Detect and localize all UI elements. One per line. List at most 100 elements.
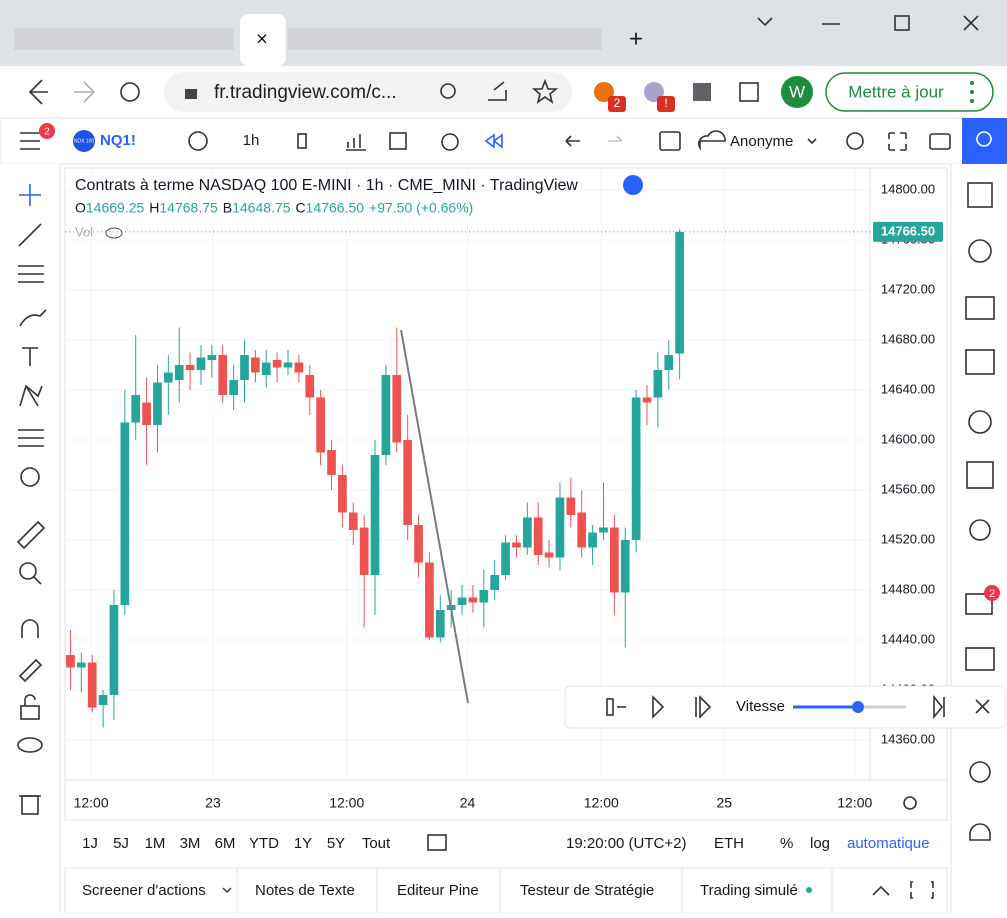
range-button[interactable]: 5J bbox=[113, 835, 129, 852]
candle-body bbox=[631, 397, 641, 540]
redo[interactable] bbox=[608, 135, 623, 142]
range-button[interactable]: YTD bbox=[249, 835, 279, 852]
y-tick-label: 14560.00 bbox=[881, 481, 935, 496]
range-button[interactable]: 1Y bbox=[294, 835, 312, 852]
speed-label: Vitesse bbox=[736, 698, 785, 715]
candle-body bbox=[185, 365, 195, 370]
fullscreen[interactable] bbox=[888, 132, 907, 151]
symbol[interactable]: NQ1! bbox=[100, 132, 136, 149]
maximize[interactable] bbox=[894, 15, 910, 31]
candle-body bbox=[87, 662, 97, 708]
close-window[interactable] bbox=[963, 15, 979, 31]
auto-toggle[interactable]: automatique bbox=[847, 835, 930, 852]
range-button[interactable]: 1J bbox=[82, 835, 98, 852]
range-button[interactable]: 5Y bbox=[327, 835, 345, 852]
kebab[interactable] bbox=[970, 81, 974, 103]
share[interactable] bbox=[488, 81, 507, 101]
active-tab[interactable] bbox=[240, 14, 286, 66]
last-price-label: 14766.50 bbox=[881, 223, 935, 238]
rectangle[interactable] bbox=[659, 131, 681, 151]
panel-tab[interactable]: Notes de Texte bbox=[255, 882, 355, 899]
candle-body bbox=[490, 575, 500, 590]
range-button[interactable]: 3M bbox=[180, 835, 201, 852]
settings[interactable] bbox=[846, 132, 864, 150]
candle-body bbox=[120, 422, 130, 605]
collapse[interactable] bbox=[872, 885, 890, 896]
candle-body bbox=[163, 372, 173, 383]
undo[interactable] bbox=[565, 135, 580, 147]
range-button[interactable]: 6M bbox=[215, 835, 236, 852]
ohlc-key: O bbox=[75, 200, 86, 216]
indicators[interactable] bbox=[346, 134, 366, 151]
ideas-button[interactable] bbox=[962, 118, 1007, 164]
candle-body bbox=[425, 562, 434, 638]
percent-toggle[interactable]: % bbox=[780, 835, 793, 852]
url: fr.tradingview.com/c... bbox=[214, 82, 397, 103]
avatar[interactable] bbox=[781, 76, 813, 108]
alert[interactable] bbox=[441, 133, 459, 151]
candle-body bbox=[479, 590, 489, 603]
panel-tab[interactable]: Testeur de Stratégie bbox=[520, 882, 654, 899]
right-sidebar bbox=[951, 164, 1007, 913]
account[interactable]: Anonyme bbox=[730, 133, 793, 150]
tab-icons[interactable] bbox=[14, 28, 602, 50]
badge-text: 2 bbox=[44, 127, 50, 138]
candle-body bbox=[196, 357, 206, 370]
side-panel[interactable] bbox=[739, 82, 759, 102]
layouts[interactable] bbox=[389, 132, 407, 150]
session[interactable]: ETH bbox=[714, 835, 744, 852]
replay-indicator[interactable] bbox=[623, 175, 643, 195]
log-toggle[interactable]: log bbox=[810, 835, 830, 852]
left-toolbar bbox=[0, 164, 60, 913]
speed-thumb[interactable] bbox=[852, 701, 864, 713]
x-tick-label: 24 bbox=[460, 795, 476, 811]
range-button[interactable]: 1M bbox=[145, 835, 166, 852]
compare[interactable] bbox=[188, 131, 208, 151]
screenshot[interactable] bbox=[929, 133, 951, 150]
y-tick-label: 14720.00 bbox=[881, 281, 935, 296]
back[interactable] bbox=[28, 79, 48, 105]
tab-close[interactable]: × bbox=[256, 28, 268, 50]
interval[interactable]: 1h bbox=[243, 132, 260, 149]
candle-body bbox=[653, 370, 663, 398]
drawing-tools[interactable] bbox=[16, 184, 47, 815]
reload[interactable] bbox=[120, 82, 140, 102]
lock-icon bbox=[185, 89, 197, 99]
replay-controls[interactable] bbox=[606, 694, 990, 720]
clock[interactable]: 19:20:00 (UTC+2) bbox=[566, 835, 686, 852]
account-caret[interactable] bbox=[807, 138, 817, 145]
range-bar bbox=[65, 822, 947, 864]
replay[interactable] bbox=[484, 133, 503, 149]
range-button[interactable]: Tout bbox=[362, 835, 391, 852]
panel-tab[interactable]: Screener d'actions bbox=[82, 882, 206, 899]
panel-tab[interactable]: Editeur Pine bbox=[397, 882, 479, 899]
menu-badge bbox=[39, 123, 55, 139]
zoom[interactable] bbox=[440, 83, 456, 99]
scale-settings[interactable] bbox=[903, 796, 917, 810]
panel-tab[interactable]: Trading simulé bbox=[700, 882, 798, 899]
candle-body bbox=[98, 695, 108, 705]
update-button[interactable] bbox=[825, 72, 994, 112]
candle-body bbox=[533, 517, 543, 555]
maximize-panel[interactable] bbox=[910, 881, 934, 899]
chart-style[interactable] bbox=[297, 133, 307, 149]
trend-line[interactable] bbox=[400, 329, 469, 704]
omnibox[interactable] bbox=[164, 72, 572, 112]
menu[interactable] bbox=[20, 132, 40, 150]
tab-search[interactable] bbox=[757, 17, 773, 27]
hide-volume[interactable] bbox=[105, 227, 123, 239]
extensions-menu[interactable] bbox=[693, 83, 711, 101]
bookmark[interactable] bbox=[531, 78, 559, 104]
cloud[interactable] bbox=[698, 130, 726, 151]
ohlc-change: +97.50 (+0.66%) bbox=[369, 200, 473, 216]
candle-body bbox=[664, 355, 674, 370]
candle-body bbox=[327, 450, 336, 475]
y-tick-label: 14680.00 bbox=[881, 331, 935, 346]
symbol-logo-text: NDX 100 bbox=[74, 138, 95, 144]
new-tab[interactable]: + bbox=[629, 25, 643, 52]
go-to-date[interactable] bbox=[427, 834, 447, 851]
extension-badge bbox=[608, 96, 626, 112]
forward[interactable] bbox=[74, 81, 96, 103]
sidebar-icons[interactable] bbox=[965, 182, 995, 841]
